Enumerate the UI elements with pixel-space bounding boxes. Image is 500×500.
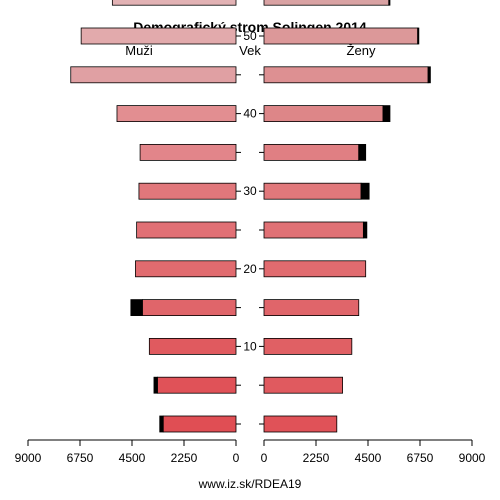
bar-men-excess-15-19 <box>130 299 143 317</box>
x-tick-label-right: 0 <box>261 451 268 465</box>
bar-women-40-44 <box>263 105 384 122</box>
bar-women-excess-55-59 <box>388 0 391 6</box>
axes-group: 1020304050607080909000675045002250002250… <box>15 29 486 465</box>
bar-women-excess-35-39 <box>358 143 367 161</box>
bar-women-5-9 <box>263 376 343 394</box>
left-label-men: Muži <box>125 43 153 58</box>
bar-men-45-49 <box>70 66 237 84</box>
bar-women-45-49 <box>263 66 429 84</box>
bar-women-excess-25-29 <box>362 221 368 239</box>
bar-men-50-54 <box>80 27 237 45</box>
bar-women-15-19 <box>263 299 360 317</box>
bar-women-excess-40-44 <box>382 105 391 122</box>
bar-men-35-39 <box>139 143 237 161</box>
bar-women-excess-45-49 <box>427 66 431 84</box>
x-tick-label-right: 6750 <box>407 451 434 465</box>
bars-group <box>70 0 431 433</box>
footer-source: www.iz.sk/RDEA19 <box>198 477 302 491</box>
bar-men-55-59 <box>111 0 237 6</box>
bar-men-10-14 <box>148 337 237 355</box>
center-label-age: Vek <box>239 43 261 58</box>
bar-women-excess-50-54 <box>417 27 420 45</box>
age-label: 40 <box>243 107 257 121</box>
x-tick-label-left: 4500 <box>119 451 146 465</box>
bar-men-excess-5-9 <box>153 376 158 394</box>
x-tick-label-left: 6750 <box>67 451 94 465</box>
x-tick-label-left: 2250 <box>171 451 198 465</box>
bar-men-0-4 <box>162 415 237 433</box>
bar-women-50-54 <box>263 27 419 45</box>
x-tick-label-left: 0 <box>233 451 240 465</box>
x-tick-label-right: 2250 <box>303 451 330 465</box>
x-tick-label-left: 9000 <box>15 451 42 465</box>
bar-men-20-24 <box>135 260 237 278</box>
bar-women-10-14 <box>263 337 353 355</box>
bar-women-25-29 <box>263 221 364 239</box>
bar-women-35-39 <box>263 143 360 161</box>
bar-women-0-4 <box>263 415 338 433</box>
bar-men-15-19 <box>141 299 237 317</box>
bar-men-25-29 <box>136 221 237 239</box>
x-tick-label-right: 4500 <box>355 451 382 465</box>
bar-women-excess-30-34 <box>360 182 370 200</box>
age-label: 20 <box>243 262 257 276</box>
age-label: 50 <box>243 29 257 43</box>
bar-men-5-9 <box>157 376 237 394</box>
x-tick-label-right: 9000 <box>459 451 486 465</box>
age-label: 10 <box>243 339 257 353</box>
bar-women-55-59 <box>263 0 390 6</box>
right-label-women: Ženy <box>347 43 376 58</box>
bar-men-40-44 <box>116 105 237 122</box>
bar-women-30-34 <box>263 182 362 200</box>
bar-men-30-34 <box>138 182 237 200</box>
age-label: 30 <box>243 184 257 198</box>
bar-men-excess-0-4 <box>159 415 164 433</box>
bar-women-20-24 <box>263 260 367 278</box>
